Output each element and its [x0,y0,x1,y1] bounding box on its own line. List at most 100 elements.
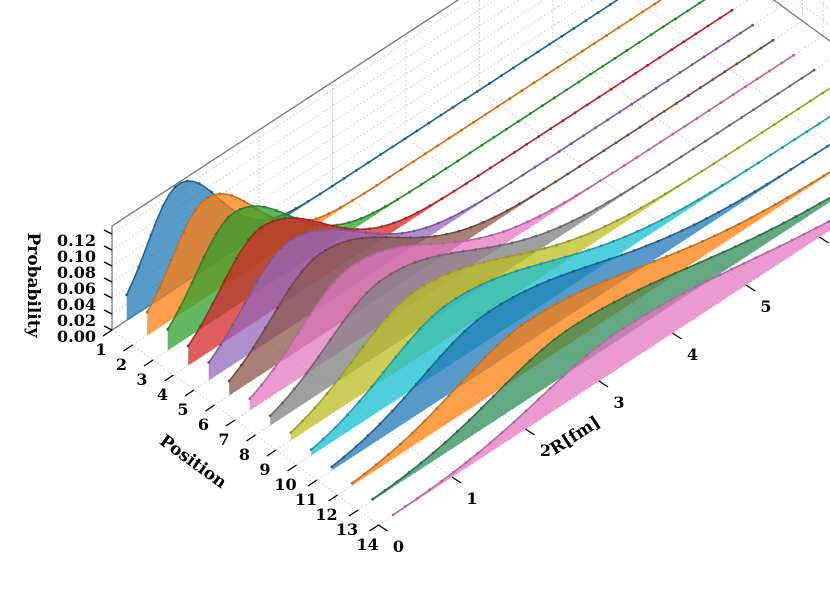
series-point [248,397,252,401]
series-point [641,10,645,14]
series-point [681,291,685,295]
series-point [403,137,407,141]
series-point [616,274,620,277]
series-point [685,266,689,270]
series-point [718,273,721,277]
series-point [788,84,792,88]
y-tick-label: 8 [239,445,250,464]
series-point [605,34,608,37]
series-point [494,257,498,261]
series-point [584,19,588,22]
series-line [351,170,830,484]
series-point [533,165,537,169]
series-point [805,130,809,134]
series-point [464,182,468,185]
series-point [633,319,637,323]
series-point [583,213,586,217]
series-point [817,122,821,126]
series-point [186,344,190,348]
series-point [567,239,571,243]
series-point [697,261,701,265]
series-point [665,255,668,258]
series-point [368,227,371,231]
series-point [516,120,520,123]
series-point [735,62,739,66]
series-point [149,233,153,237]
series-point [524,409,528,413]
series-point [539,262,543,266]
series-point [643,178,647,182]
series-point [597,344,601,348]
series-point [694,32,698,36]
grid-line [111,0,472,235]
series-point [395,198,399,201]
series-point [526,220,530,224]
series-point [428,204,432,208]
series-point [716,131,719,135]
series-point [390,409,394,413]
x-tick-label: 5 [760,297,771,316]
series-point [540,348,544,352]
series-point [548,386,552,390]
series-point [536,398,540,401]
series-point [329,337,333,341]
series-point [628,269,632,273]
series-point [480,406,483,410]
series-point [572,26,576,30]
series-point [450,251,453,255]
series-point [428,488,431,492]
series-point [717,210,720,214]
series-point [219,343,223,347]
series-point [308,313,312,317]
series-point [400,231,404,235]
y-tick [225,419,236,427]
series-point [480,143,484,147]
series-point [563,255,567,259]
series-point [826,220,830,224]
series-point [380,225,383,229]
series-point [430,315,434,319]
series-point [542,187,545,191]
series-point [773,203,777,206]
y-tick-label: 3 [136,370,147,389]
series-point [353,305,357,308]
z-tick [103,293,113,299]
series-point [497,188,501,192]
series-point [744,169,748,172]
series-point [446,272,450,276]
series-point [491,278,494,282]
series-point [822,174,825,178]
series-point [666,79,670,82]
series-point [387,453,390,456]
series-point [653,2,657,6]
series-point [770,227,773,231]
series-point [538,214,542,218]
series-point [521,173,525,177]
series-point [642,94,646,98]
series-point [585,354,588,358]
series-point [680,229,684,232]
series-line [372,196,830,500]
series-point [518,252,522,256]
series-point [556,301,560,305]
series-point [354,445,358,449]
z-tick [103,245,113,251]
side-pane [773,0,830,42]
series-point [250,204,254,208]
x-tick [451,476,462,484]
series-point [360,236,364,240]
series-point [728,124,731,127]
series-point [758,233,761,237]
series-point [447,136,451,140]
series-point [316,228,319,232]
series-point [465,239,469,242]
series-point [629,18,633,22]
series-point [596,11,600,14]
y-tick [184,389,195,397]
series-point [709,256,713,259]
series-point [309,448,313,452]
series-layer [125,0,830,517]
series-point [701,239,705,243]
series-point [573,364,576,368]
y-tick [102,329,113,337]
